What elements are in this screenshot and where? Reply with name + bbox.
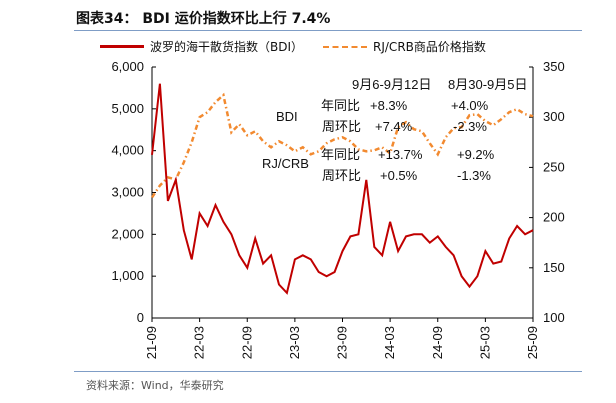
legend: 波罗的海干散货指数（BDI） RJ/CRB商品价格指数 xyxy=(100,38,486,55)
title-divider xyxy=(74,30,582,31)
x-tick-label: 23-03 xyxy=(287,326,302,359)
legend-crb-swatch xyxy=(323,45,368,48)
right-tick-label: 250 xyxy=(543,159,565,174)
right-tick-label: 200 xyxy=(543,210,565,225)
legend-bdi-swatch xyxy=(100,45,144,48)
x-tick-label: 24-09 xyxy=(430,326,445,359)
left-tick-label: 3,000 xyxy=(111,185,144,200)
bdi-series-line xyxy=(151,83,534,295)
bdi-yoy-current: +8.3% xyxy=(370,98,408,113)
right-tick-label: 100 xyxy=(543,310,565,325)
annotation-wow-label: 周环比 xyxy=(322,168,361,183)
left-tick-label: 5,000 xyxy=(111,101,144,116)
left-tick-label: 0 xyxy=(137,310,144,325)
x-tick-label: 22-03 xyxy=(192,326,207,359)
chart-title: 图表34： BDI 运价指数环比上行 7.4% xyxy=(76,11,331,27)
crb-yoy-previous: +9.2% xyxy=(457,147,495,162)
annotation-period-current: 9月6-9月12日 xyxy=(352,77,431,92)
source-divider xyxy=(74,371,582,372)
right-tick-label: 150 xyxy=(543,260,565,275)
left-tick-label: 6,000 xyxy=(111,59,144,74)
crb-wow-current: +0.5% xyxy=(380,168,418,183)
right-tick-label: 350 xyxy=(543,59,565,74)
bdi-wow-previous: -2.3% xyxy=(453,119,487,134)
annotation-period-previous: 8月30-9月5日 xyxy=(448,77,527,92)
source-note: 资料来源：Wind，华泰研究 xyxy=(86,379,224,392)
annotation-yoy-label: 年同比 xyxy=(321,147,360,162)
x-tick-label: 25-03 xyxy=(477,326,492,359)
left-tick-label: 4,000 xyxy=(111,143,144,158)
crb-wow-previous: -1.3% xyxy=(457,168,491,183)
crb-series-line xyxy=(150,92,534,199)
x-tick-label: 24-03 xyxy=(382,326,397,359)
crb-yoy-current: +13.7% xyxy=(378,147,423,162)
bdi-yoy-previous: +4.0% xyxy=(451,98,489,113)
right-tick-label: 300 xyxy=(543,109,565,124)
annotation-bdi-label: BDI xyxy=(276,109,298,124)
left-tick-label: 1,000 xyxy=(111,268,144,283)
annotation-crb-label: RJ/CRB xyxy=(262,156,309,171)
x-tick-label: 23-09 xyxy=(335,326,350,359)
x-tick-label: 25-09 xyxy=(525,326,540,359)
annotation-yoy-label: 年同比 xyxy=(321,98,360,113)
annotation-wow-label: 周环比 xyxy=(322,119,361,134)
x-tick-label: 22-09 xyxy=(239,326,254,359)
legend-crb-label: RJ/CRB商品价格指数 xyxy=(373,40,486,54)
legend-bdi-label: 波罗的海干散货指数（BDI） xyxy=(150,40,304,54)
bdi-wow-current: +7.4% xyxy=(375,119,413,134)
left-tick-label: 2,000 xyxy=(111,226,144,241)
x-tick-label: 21-09 xyxy=(144,326,159,359)
